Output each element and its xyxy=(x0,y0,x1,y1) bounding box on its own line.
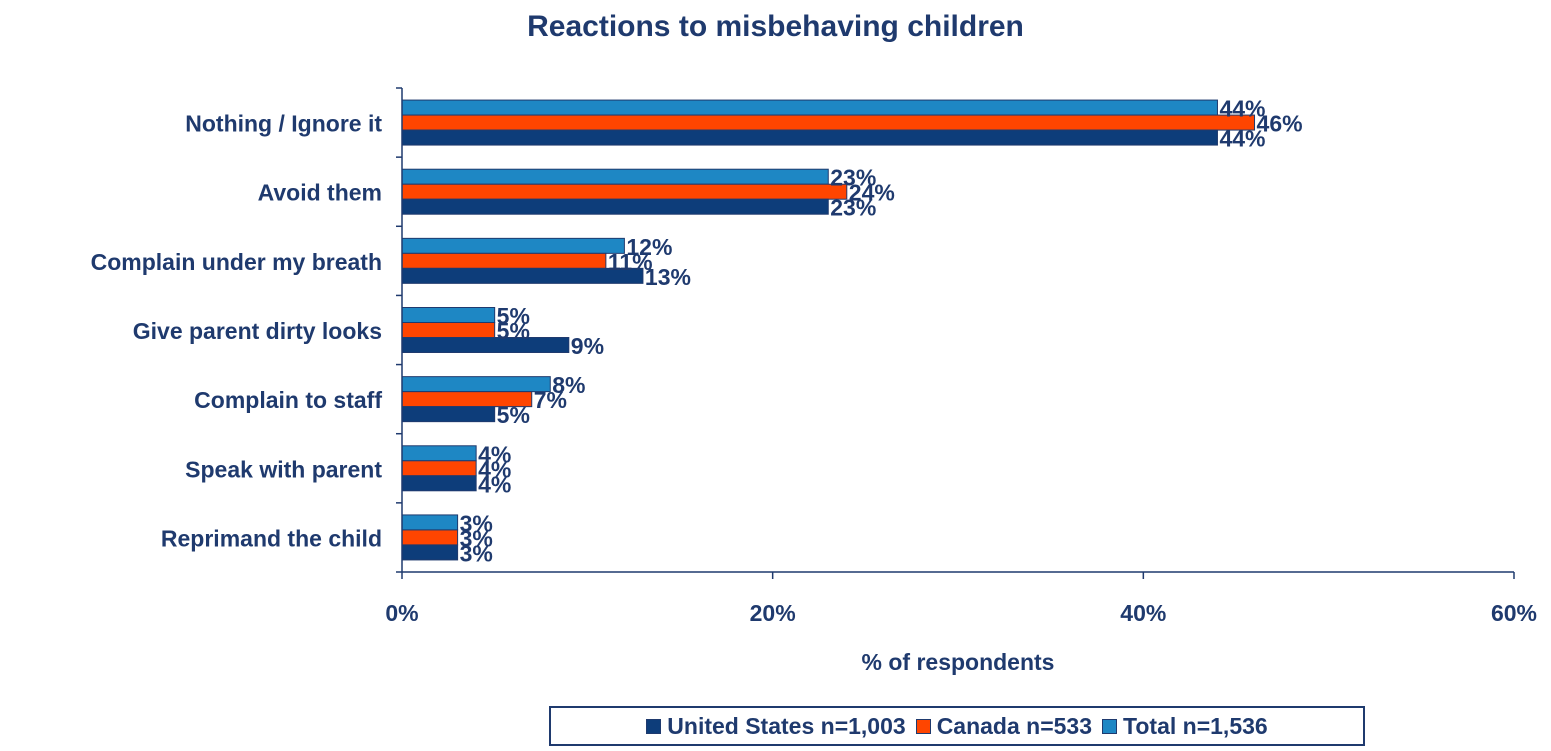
x-axis-title: % of respondents xyxy=(862,649,1055,675)
bar xyxy=(401,460,477,477)
data-label: 5% xyxy=(497,318,530,344)
legend-swatch xyxy=(1102,718,1118,734)
bar xyxy=(401,406,496,423)
bar xyxy=(401,307,496,323)
category-label: Nothing / Ignore it xyxy=(185,111,382,137)
data-label: 44% xyxy=(1219,96,1265,122)
bar xyxy=(401,267,644,284)
data-label: 4% xyxy=(478,471,511,497)
data-label: 12% xyxy=(626,234,672,260)
bar xyxy=(401,252,607,269)
bar xyxy=(401,183,848,200)
bar xyxy=(401,337,570,353)
x-tick-label: 0% xyxy=(385,600,418,626)
bar xyxy=(401,475,477,492)
data-labels-group: 44%46%44%23%24%23%12%11%13%5%5%9%8%7%5%4… xyxy=(460,96,1303,567)
data-label: 3% xyxy=(460,525,493,551)
bar-chart: 44%46%44%23%24%23%12%11%13%5%5%9%8%7%5%4… xyxy=(91,87,1537,675)
data-label: 13% xyxy=(645,264,691,290)
data-label: 11% xyxy=(608,249,653,275)
category-label: Speak with parent xyxy=(185,456,382,482)
chart-title: Reactions to misbehaving children xyxy=(527,10,1024,43)
legend-item: Total n=1,536 xyxy=(1102,713,1268,740)
category-label: Complain to staff xyxy=(194,387,382,413)
legend-item: United States n=1,003 xyxy=(646,712,906,740)
bar xyxy=(401,198,829,215)
legend-label: Canada n=533 xyxy=(936,712,1093,739)
data-label: 44% xyxy=(1219,126,1265,152)
data-label: 9% xyxy=(571,333,604,359)
x-tick-label: 60% xyxy=(1491,600,1537,626)
data-label: 8% xyxy=(552,372,585,398)
bar xyxy=(401,168,829,185)
bar xyxy=(401,544,459,561)
legend: United States n=1,003 Canada n=533 Total n… xyxy=(549,706,1365,746)
x-tick-label: 40% xyxy=(1120,600,1166,626)
data-label: 5% xyxy=(497,402,530,428)
bar xyxy=(401,99,1218,116)
data-label: 46% xyxy=(1257,111,1303,137)
data-label: 3% xyxy=(460,540,493,566)
x-tick-label: 20% xyxy=(750,600,796,626)
bar xyxy=(401,514,459,531)
legend-swatch xyxy=(646,718,662,734)
data-label: 24% xyxy=(849,180,895,206)
category-label: Complain under my breath xyxy=(91,249,382,275)
category-label: Avoid them xyxy=(258,180,382,206)
data-label: 3% xyxy=(460,510,493,536)
data-label: 5% xyxy=(497,303,530,329)
data-label: 23% xyxy=(830,165,876,191)
data-label: 4% xyxy=(478,456,511,482)
category-label: Give parent dirty looks xyxy=(133,318,382,344)
data-label: 7% xyxy=(534,387,567,413)
data-label: 23% xyxy=(830,195,876,221)
category-label: Reprimand the child xyxy=(161,525,382,551)
axes-group: Nothing / Ignore it Avoid them Complain un… xyxy=(91,87,1537,626)
data-label: 4% xyxy=(478,441,511,467)
legend-label: United States n=1,003 xyxy=(667,712,906,739)
bar xyxy=(401,376,551,393)
bar xyxy=(401,529,459,546)
bar xyxy=(401,114,1256,131)
bar xyxy=(401,129,1218,146)
legend-swatch xyxy=(915,718,931,734)
bar xyxy=(401,322,496,338)
legend-label: Total n=1,536 xyxy=(1123,712,1268,739)
bar xyxy=(401,237,625,254)
bar xyxy=(401,445,477,462)
legend-item: Canada n=533 xyxy=(915,712,1093,740)
